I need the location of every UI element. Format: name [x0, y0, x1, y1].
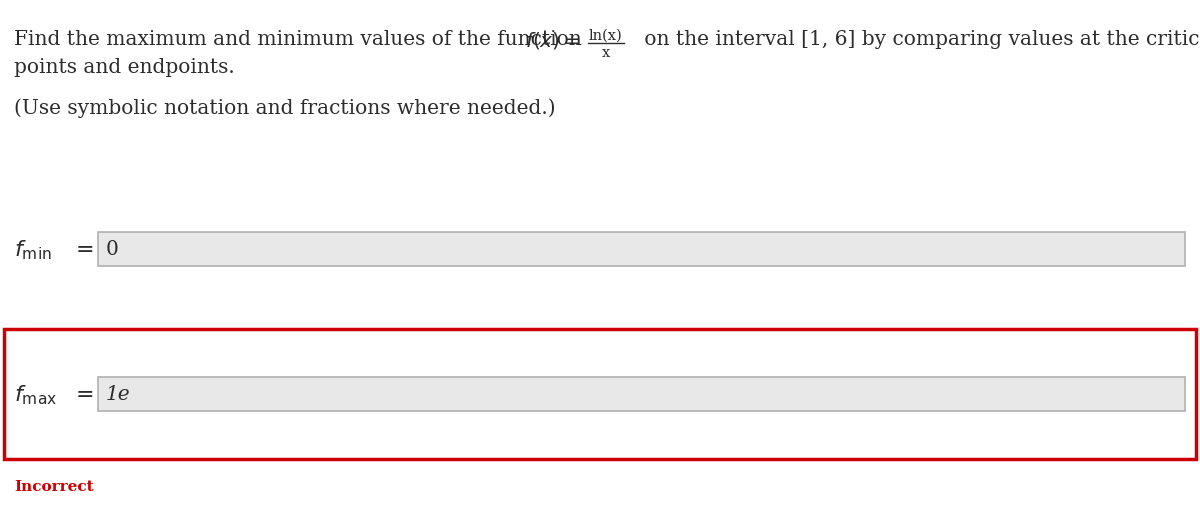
Text: on the interval [1, 6] by comparing values at the critical: on the interval [1, 6] by comparing valu…	[638, 30, 1200, 49]
Text: x: x	[602, 46, 610, 60]
FancyBboxPatch shape	[98, 377, 1186, 411]
Text: (Use symbolic notation and fractions where needed.): (Use symbolic notation and fractions whe…	[14, 98, 556, 118]
Text: =: =	[76, 383, 95, 405]
Text: ln(x): ln(x)	[589, 29, 623, 43]
Text: Find the maximum and minimum values of the function: Find the maximum and minimum values of t…	[14, 30, 588, 49]
Text: 0: 0	[106, 240, 119, 259]
FancyBboxPatch shape	[98, 233, 1186, 267]
Text: points and endpoints.: points and endpoints.	[14, 58, 235, 77]
Text: $f_{\mathrm{min}}$: $f_{\mathrm{min}}$	[14, 238, 52, 261]
Text: 1e: 1e	[106, 385, 131, 404]
Text: Incorrect: Incorrect	[14, 479, 94, 493]
Text: $f(x)=$: $f(x)=$	[526, 30, 581, 51]
Text: $f_{\mathrm{max}}$: $f_{\mathrm{max}}$	[14, 382, 58, 406]
Text: =: =	[76, 239, 95, 261]
FancyBboxPatch shape	[4, 329, 1196, 459]
